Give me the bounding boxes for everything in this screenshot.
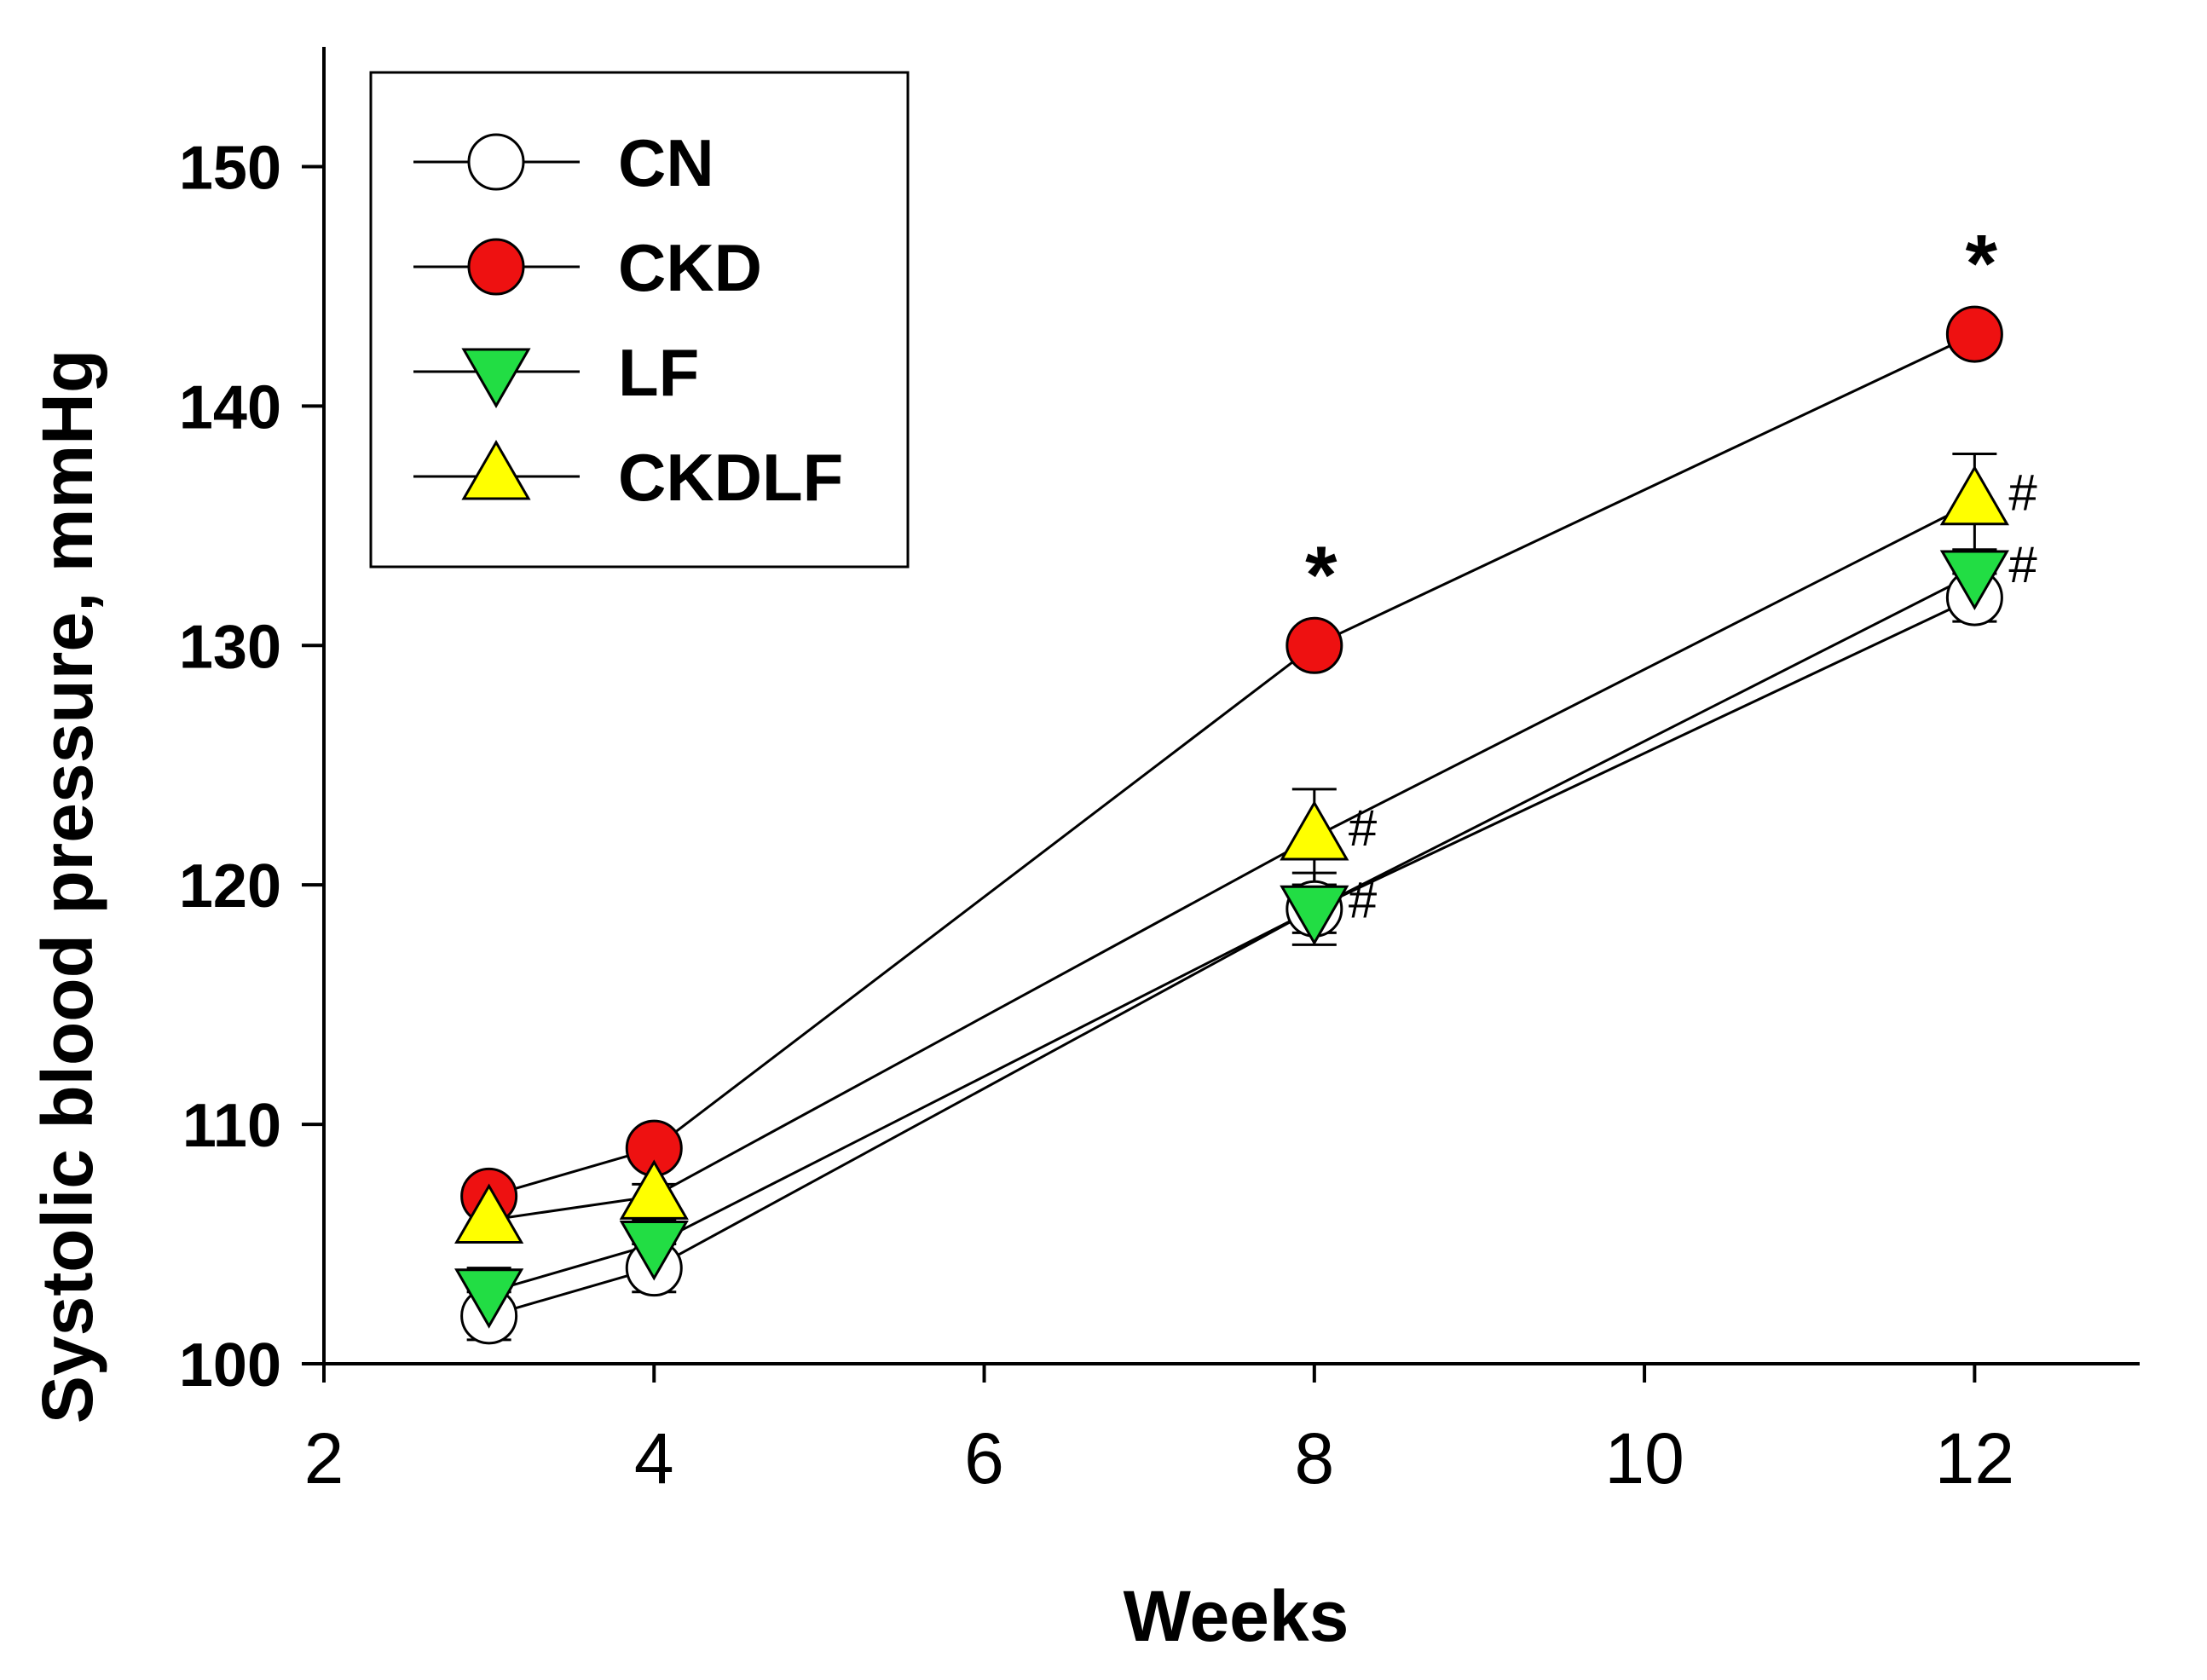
legend-marker-lf xyxy=(461,348,531,409)
series-line-cn xyxy=(488,596,1975,1318)
x-axis-title: Weeks xyxy=(1124,1576,1349,1656)
x-tick-label: 2 xyxy=(304,1418,344,1498)
point-lf xyxy=(1280,885,1349,946)
significance-hash: # xyxy=(1349,800,1378,857)
point-lf xyxy=(454,1268,524,1329)
significance-hash: # xyxy=(1349,871,1378,928)
x-tick-label: 4 xyxy=(634,1418,674,1498)
x-tick-label: 12 xyxy=(1935,1418,2014,1498)
legend-label-lf: LF xyxy=(618,335,699,410)
axes: 2 4 6 8 10 12 100 110 120 130 140 150 xyxy=(179,47,2140,1498)
legend-marker-ckdlf xyxy=(461,439,531,500)
x-tick-label: 6 xyxy=(964,1418,1004,1498)
legend-marker-cn xyxy=(467,133,525,191)
series-lines xyxy=(488,332,1976,1318)
legend-label-ckd: CKD xyxy=(618,230,762,305)
y-tick-label: 120 xyxy=(179,852,281,921)
point-lf xyxy=(1939,550,2009,611)
series-line-ckd xyxy=(488,332,1975,1198)
y-tick-label: 130 xyxy=(179,613,281,681)
significance-star: * xyxy=(1966,218,1998,309)
point-ckd xyxy=(1945,305,2003,363)
point-ckd xyxy=(1285,616,1343,674)
y-axis-title: Systolic blood pressure, mmHg xyxy=(27,349,107,1423)
x-tick-label: 8 xyxy=(1294,1418,1334,1498)
legend-marker-ckd xyxy=(467,238,525,296)
point-ckdlf xyxy=(454,1183,524,1244)
point-ckdlf xyxy=(1939,465,2009,526)
y-tick-label: 140 xyxy=(179,373,281,442)
series-line-ckdlf xyxy=(488,500,1976,1221)
significance-hash: # xyxy=(2008,536,2037,593)
point-ckdlf xyxy=(1280,800,1349,861)
legend-label-cn: CN xyxy=(618,125,714,200)
significance-hash: # xyxy=(2008,465,2037,522)
x-tick-label: 10 xyxy=(1604,1418,1684,1498)
y-tick-label: 100 xyxy=(179,1331,281,1400)
y-tick-label: 150 xyxy=(179,134,281,202)
annotations: * * # # # # xyxy=(1305,218,2037,928)
point-ckdlf xyxy=(619,1159,689,1220)
legend-label-ckdlf: CKDLF xyxy=(618,440,843,515)
legend-box xyxy=(369,71,910,569)
y-tick-label: 110 xyxy=(182,1092,281,1160)
significance-star: * xyxy=(1305,529,1337,621)
markers xyxy=(454,305,2009,1345)
point-lf xyxy=(619,1221,689,1281)
series-line-lf xyxy=(488,572,1976,1294)
